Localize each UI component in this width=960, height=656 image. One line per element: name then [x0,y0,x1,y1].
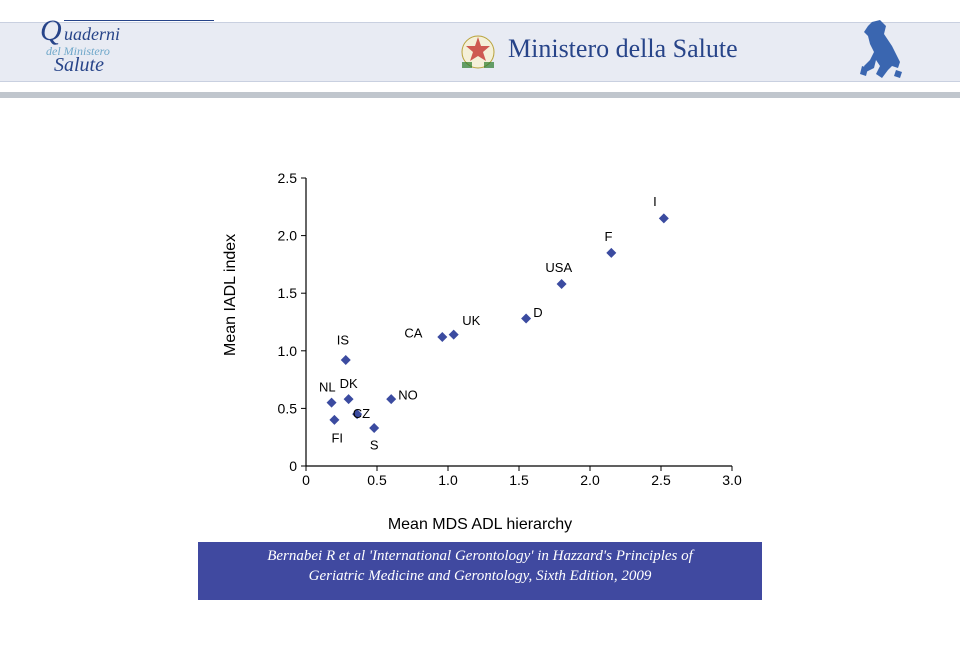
data-point [329,415,339,425]
data-point [659,213,669,223]
y-tick-label: 1.0 [278,343,298,359]
point-label: CZ [353,406,370,421]
x-tick-label: 1.5 [509,472,529,488]
y-tick-label: 0 [289,458,297,474]
point-label: NO [398,388,418,403]
x-tick-label: 2.0 [580,472,600,488]
x-tick-label: 3.0 [722,472,742,488]
header-strip [0,92,960,98]
y-tick-label: 0.5 [278,400,298,416]
caption-line-1: Bernabei R et al 'International Gerontol… [267,548,693,564]
chart-slide: Mean IADL index 0 0.5 1.0 1.5 2.0 2.5 0 0.5 1.0 1… [198,160,762,600]
italy-emblem-icon [456,30,500,74]
page-header: Q uaderni del Ministero Salute Ministero… [0,0,960,100]
ministero-label: Ministero della Salute [508,34,738,64]
point-label: NL [319,380,336,395]
data-point [606,248,616,258]
point-label: F [604,229,612,244]
scatter-plot: 00.51.01.52.02.500.51.01.52.02.53.0NLFID… [274,172,752,492]
y-tick-label: 1.5 [278,285,298,301]
data-point [369,423,379,433]
data-point [341,355,351,365]
logo-uaderni: uaderni [64,24,120,45]
y-tick-label: 2.5 [278,172,298,186]
data-point [344,394,354,404]
quaderni-logo: Q uaderni del Ministero Salute [40,16,210,78]
data-point [437,332,447,342]
x-tick-label: 0.5 [367,472,387,488]
y-tick-label: 2.0 [278,228,298,244]
point-label: S [370,437,379,452]
point-label: UK [462,313,480,328]
italy-map-icon [852,18,912,84]
x-axis-label: Mean MDS ADL hierarchy [198,516,762,534]
logo-q: Q [40,14,62,48]
data-point [557,279,567,289]
y-axis-label: Mean IADL index [222,234,240,356]
point-label: DK [340,376,358,391]
point-label: CA [404,326,422,341]
x-tick-label: 2.5 [651,472,671,488]
x-tick-label: 0 [302,472,310,488]
data-point [521,314,531,324]
point-label: D [533,305,542,320]
logo-rule [64,20,214,21]
point-label: I [653,194,657,209]
data-point [327,398,337,408]
caption-line-2: Geriatric Medicine and Gerontology, Sixt… [309,568,652,584]
x-tick-label: 1.0 [438,472,458,488]
point-label: FI [331,430,343,445]
logo-salute: Salute [54,54,104,77]
point-label: IS [337,332,350,347]
data-point [386,394,396,404]
point-label: USA [545,260,572,275]
data-point [449,330,459,340]
chart-caption: Bernabei R et al 'International Gerontol… [198,546,762,587]
